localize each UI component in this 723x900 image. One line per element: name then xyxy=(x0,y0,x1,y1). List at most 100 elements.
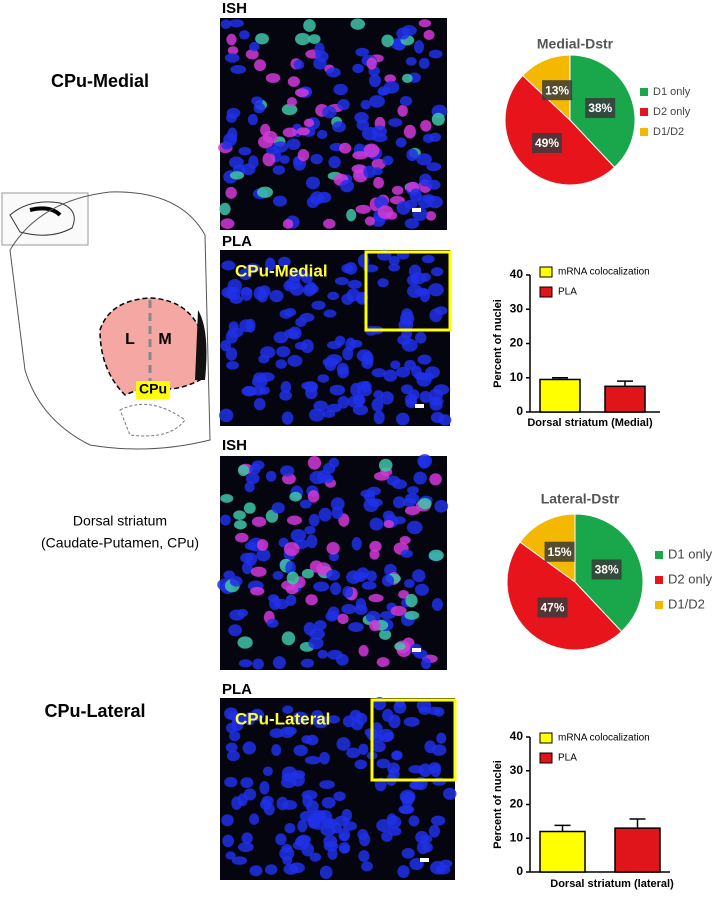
nucleus xyxy=(420,658,432,670)
nucleus xyxy=(226,33,237,46)
nucleus xyxy=(259,799,272,810)
nucleus xyxy=(400,549,413,558)
nucleus xyxy=(244,541,257,551)
nucleus xyxy=(388,118,403,127)
nucleus xyxy=(414,40,425,54)
brain-diagram: L M CPu xyxy=(1,191,211,450)
nucleus xyxy=(289,491,302,502)
nucleus xyxy=(226,286,241,301)
nucleus xyxy=(404,359,417,371)
nucleus xyxy=(301,273,313,284)
nucleus xyxy=(430,411,445,424)
nucleus xyxy=(253,102,266,114)
nucleus xyxy=(288,326,302,340)
nucleus xyxy=(220,218,235,229)
nucleus xyxy=(387,762,400,774)
nucleus xyxy=(254,59,267,72)
nucleus xyxy=(430,860,446,875)
y-tick-label: 20 xyxy=(510,797,524,811)
nucleus xyxy=(241,163,256,176)
nucleus xyxy=(403,717,420,727)
nucleus xyxy=(403,124,416,139)
nucleus xyxy=(250,566,267,577)
nucleus xyxy=(294,88,309,97)
nucleus xyxy=(346,747,361,759)
nucleus xyxy=(222,834,234,848)
nucleus xyxy=(245,49,259,60)
data-label: 38% xyxy=(595,563,619,577)
nucleus xyxy=(301,568,314,579)
nucleus xyxy=(397,865,410,879)
nucleus xyxy=(351,718,364,731)
nucleus xyxy=(220,493,234,503)
nucleus xyxy=(382,708,394,722)
nucleus xyxy=(220,514,231,526)
nucleus xyxy=(365,610,381,623)
nucleus xyxy=(240,287,253,296)
outline xyxy=(9,201,75,236)
nucleus xyxy=(354,759,368,770)
nucleus xyxy=(245,263,261,273)
nucleus xyxy=(361,861,373,872)
inset-label: CPu-Medial xyxy=(235,261,328,280)
nucleus xyxy=(231,856,248,865)
legend-label: D1 only xyxy=(668,546,713,561)
nucleus xyxy=(326,569,341,581)
nucleus xyxy=(443,787,457,800)
outline xyxy=(119,403,186,437)
nucleus xyxy=(384,74,396,83)
nucleus xyxy=(358,850,370,862)
nucleus xyxy=(309,470,326,485)
nucleus xyxy=(434,500,449,513)
nucleus xyxy=(426,162,442,172)
nucleus xyxy=(225,851,236,860)
nucleus xyxy=(327,649,343,660)
legend-label: mRNA colocalization xyxy=(558,267,650,278)
nucleus xyxy=(317,809,333,823)
nucleus xyxy=(245,318,256,333)
nucleus xyxy=(428,283,444,297)
nucleus xyxy=(240,552,254,564)
nucleus xyxy=(228,624,242,637)
nucleus xyxy=(251,375,268,388)
nucleus xyxy=(286,97,297,107)
nucleus xyxy=(395,137,407,148)
nucleus xyxy=(409,781,423,790)
error-bar xyxy=(629,818,646,829)
label-box xyxy=(591,559,622,580)
nucleus xyxy=(319,780,335,789)
nucleus xyxy=(279,155,290,164)
nucleus xyxy=(428,396,444,406)
nucleus xyxy=(364,216,375,226)
legend-swatch xyxy=(539,752,553,764)
nucleus xyxy=(330,582,342,596)
nucleus xyxy=(352,151,368,160)
nucleus xyxy=(380,610,396,620)
nucleus xyxy=(225,742,238,753)
nucleus xyxy=(328,457,340,468)
nucleus xyxy=(276,346,291,358)
nucleus xyxy=(237,636,253,649)
nucleus xyxy=(355,204,371,214)
nucleus xyxy=(406,148,419,162)
nucleus xyxy=(431,597,443,612)
nucleus xyxy=(401,25,417,36)
nucleus xyxy=(382,155,394,166)
y-tick-label: 0 xyxy=(516,864,523,878)
nucleus xyxy=(226,107,241,119)
nucleus xyxy=(305,594,318,606)
nucleus xyxy=(299,312,315,322)
nucleus xyxy=(249,463,261,475)
x-axis-label: Dorsal striatum (Medial) xyxy=(527,417,653,429)
y-axis-label: Percent of nuclei xyxy=(492,299,504,388)
nucleus xyxy=(250,708,265,721)
nucleus xyxy=(383,369,398,382)
nucleus xyxy=(333,791,346,802)
nucleus xyxy=(324,357,337,371)
nucleus xyxy=(407,486,419,495)
nucleus xyxy=(371,215,386,227)
nucleus xyxy=(381,34,394,48)
legend-swatch xyxy=(655,601,663,609)
nucleus xyxy=(275,359,287,369)
y-tick-label: 40 xyxy=(510,267,524,281)
